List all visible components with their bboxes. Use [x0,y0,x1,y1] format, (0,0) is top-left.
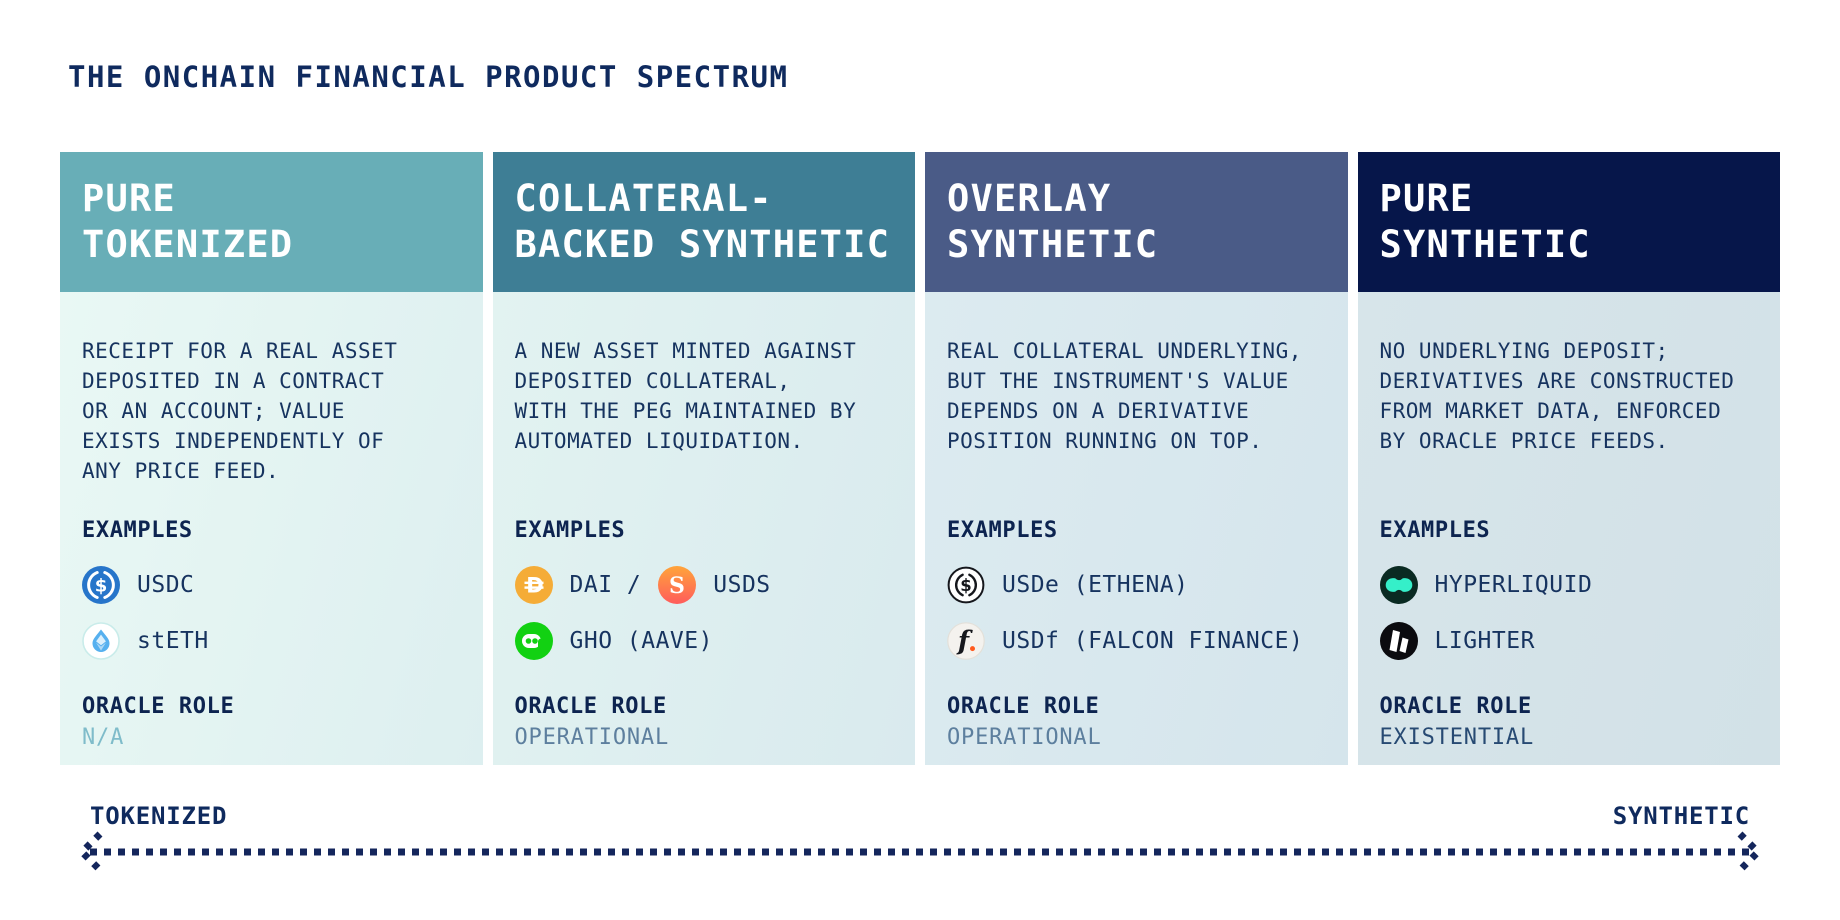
oracle-role-value: EXISTENTIAL [1379,725,1534,750]
spectrum-columns: PURE TOKENIZED RECEIPT FOR A REAL ASSET … [60,152,1780,765]
token-label: USDC [137,572,195,598]
axis-left-label: TOKENIZED [90,802,228,830]
token-row: D DAI / S USDS [514,566,894,604]
svg-text:$: $ [95,576,108,597]
column-description: A NEW ASSET MINTED AGAINST DEPOSITED COL… [514,339,857,453]
column-overlay-synthetic: OVERLAY SYNTHETIC REAL COLLATERAL UNDERL… [925,152,1348,765]
svg-text:$: $ [960,576,971,595]
page-title: THE ONCHAIN FINANCIAL PRODUCT SPECTRUM [68,60,789,94]
token-row: $ USDC [82,566,461,604]
column-body: A NEW ASSET MINTED AGAINST DEPOSITED COL… [492,292,915,765]
column-pure-synthetic: PURE SYNTHETIC NO UNDERLYING DEPOSIT; DE… [1357,152,1780,765]
examples-label: EXAMPLES [947,518,1058,543]
token-label: USDe (ETHENA) [1002,572,1189,598]
axis-labels: TOKENIZED SYNTHETIC [60,796,1780,830]
examples-label: EXAMPLES [1379,518,1491,543]
column-description: RECEIPT FOR A REAL ASSET DEPOSITED IN A … [82,339,398,483]
oracle-role-value: OPERATIONAL [514,725,669,750]
token-label: GHO (AAVE) [569,628,713,654]
usdc-icon: $ [82,566,120,604]
oracle-role-label: ORACLE ROLE [514,694,667,719]
column-header: PURE TOKENIZED [60,152,483,292]
axis-right-label: SYNTHETIC [1612,802,1750,830]
steth-icon [82,622,120,660]
oracle-role-label: ORACLE ROLE [947,694,1100,719]
token-label: LIGHTER [1434,628,1535,654]
column-description: NO UNDERLYING DEPOSIT; DERIVATIVES ARE C… [1379,339,1735,453]
oracle-role-label: ORACLE ROLE [82,694,235,719]
column-body: REAL COLLATERAL UNDERLYING, BUT THE INST… [925,292,1348,765]
column-description: REAL COLLATERAL UNDERLYING, BUT THE INST… [947,339,1302,453]
gho-icon [514,622,553,660]
token-label: USDS [713,572,771,598]
hyperliquid-icon [1379,566,1418,604]
examples-label: EXAMPLES [82,518,193,543]
axis-dotted-double-arrow [77,831,1763,873]
token-label: USDf (FALCON FINANCE) [1002,628,1304,654]
lighter-icon [1379,622,1418,660]
token-label: stETH [137,628,209,654]
column-header: PURE SYNTHETIC [1357,152,1780,292]
examples-label: EXAMPLES [514,518,626,543]
oracle-role-value: OPERATIONAL [947,725,1102,750]
usds-icon: S [658,566,697,604]
spectrum-axis: TOKENIZED SYNTHETIC [60,796,1780,874]
column-pure-tokenized: PURE TOKENIZED RECEIPT FOR A REAL ASSET … [60,152,483,765]
svg-text:D: D [526,574,543,598]
usdf-icon: f [947,622,985,660]
column-header: OVERLAY SYNTHETIC [925,152,1348,292]
dai-icon: D [514,566,553,604]
oracle-role-label: ORACLE ROLE [1379,694,1532,719]
token-row: stETH [82,622,461,660]
svg-text:f: f [956,627,973,657]
oracle-role-value: N/A [82,725,125,750]
token-label: DAI / [569,572,642,598]
token-row: f USDf (FALCON FINANCE) [947,622,1326,660]
token-row: HYPERLIQUID [1379,566,1759,604]
token-row: GHO (AAVE) [514,622,894,660]
token-row: $ USDe (ETHENA) [947,566,1326,604]
column-collateral-backed-synthetic: COLLATERAL- BACKED SYNTHETIC A NEW ASSET… [492,152,915,765]
svg-text:S: S [669,573,685,599]
column-body: RECEIPT FOR A REAL ASSET DEPOSITED IN A … [60,292,483,765]
token-row: LIGHTER [1379,622,1759,660]
usde-icon: $ [947,566,985,604]
column-header: COLLATERAL- BACKED SYNTHETIC [492,152,915,292]
column-body: NO UNDERLYING DEPOSIT; DERIVATIVES ARE C… [1357,292,1780,765]
token-label: HYPERLIQUID [1434,572,1593,598]
